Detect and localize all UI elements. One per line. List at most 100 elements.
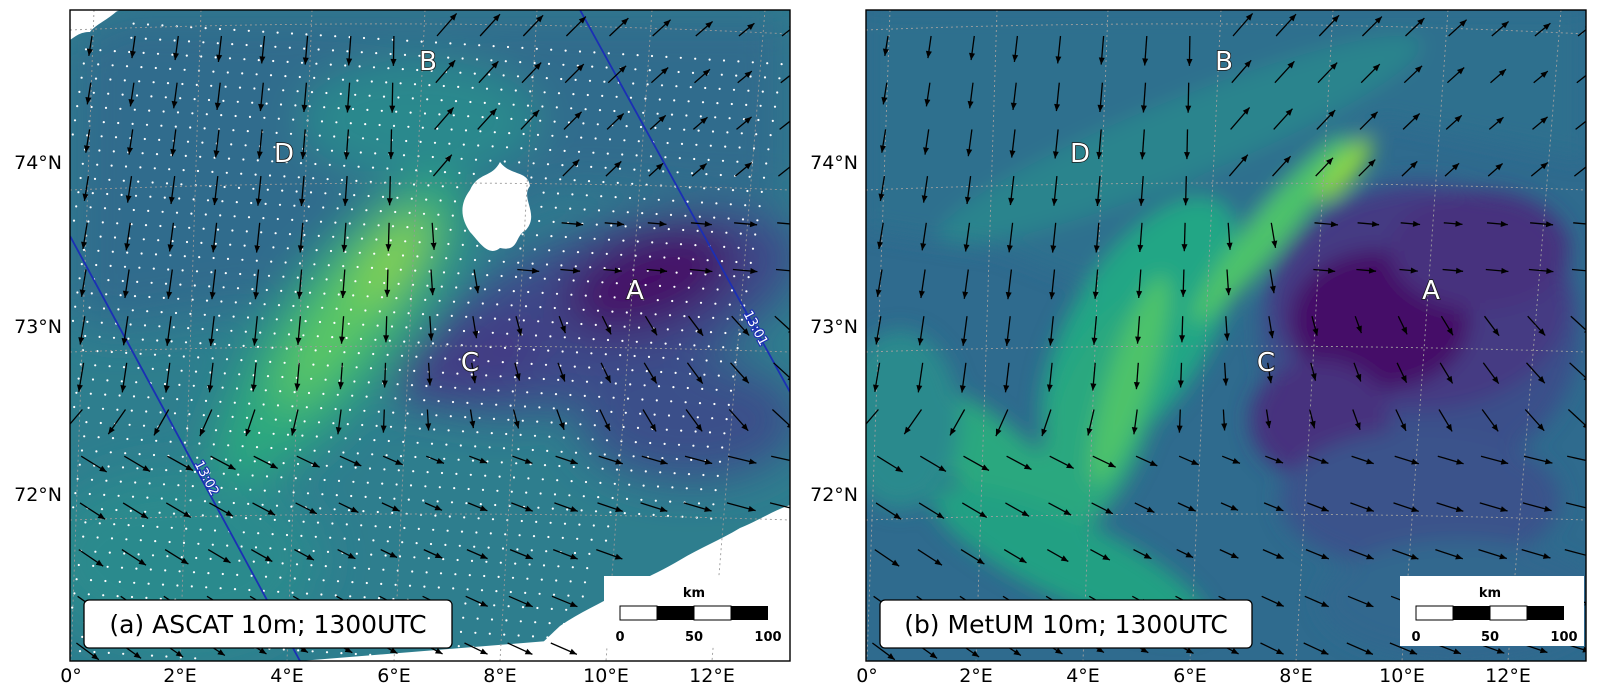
obs-point	[630, 283, 633, 286]
obs-point	[464, 416, 467, 419]
obs-point	[298, 549, 301, 552]
obs-point	[80, 263, 83, 266]
wind-vector-head	[1023, 463, 1032, 470]
obs-point	[399, 268, 402, 271]
obs-point	[695, 143, 698, 146]
obs-point	[652, 513, 655, 517]
obs-point	[369, 653, 372, 657]
wind-vector-head	[1537, 376, 1545, 384]
wind-vector-head	[295, 337, 302, 345]
obs-point	[622, 425, 625, 429]
obs-point	[486, 460, 489, 463]
obs-point	[406, 39, 409, 42]
obs-point	[453, 487, 456, 490]
obs-point	[116, 408, 119, 411]
obs-point	[697, 129, 700, 132]
obs-point	[444, 543, 447, 547]
wind-vector	[866, 409, 879, 426]
obs-point	[678, 343, 682, 346]
wind-vector-head	[390, 58, 397, 66]
wind-vector-head	[347, 552, 356, 559]
obs-point	[282, 89, 285, 92]
wind-vector-head	[696, 328, 704, 336]
wind-vector-head	[1321, 601, 1329, 607]
obs-point	[665, 55, 668, 59]
obs-point	[422, 499, 425, 502]
obs-point	[140, 438, 143, 441]
obs-point	[111, 64, 114, 67]
obs-point	[218, 314, 221, 317]
obs-point	[264, 575, 268, 578]
obs-point	[605, 439, 609, 442]
obs-point	[211, 543, 214, 546]
obs-point	[581, 409, 584, 412]
obs-point	[127, 524, 130, 527]
obs-point	[481, 116, 484, 119]
wind-vector-head	[859, 425, 866, 432]
wind-vector-head	[995, 428, 1002, 437]
wind-vector-head	[1412, 220, 1421, 227]
obs-point	[209, 371, 212, 374]
obs-point	[220, 300, 223, 303]
wind-vector-head	[917, 338, 924, 346]
wind-vector-head	[1003, 385, 1010, 393]
obs-point	[461, 430, 465, 433]
obs-point	[285, 533, 289, 537]
obs-point	[554, 393, 558, 396]
obs-point	[574, 78, 577, 81]
obs-point	[166, 368, 169, 371]
obs-point	[250, 201, 253, 205]
obs-point	[268, 461, 271, 464]
obs-point	[221, 386, 224, 389]
obs-point	[310, 377, 313, 380]
wind-vector-head	[1244, 60, 1252, 68]
obs-point	[578, 337, 581, 340]
obs-point	[137, 366, 140, 370]
obs-point	[739, 232, 742, 235]
wind-vector-head	[1006, 245, 1013, 253]
obs-point	[234, 301, 237, 304]
obs-point	[526, 104, 530, 107]
obs-point	[577, 437, 580, 440]
wind-vector-head	[1140, 105, 1147, 113]
obs-point	[205, 299, 209, 302]
wind-vector-head	[213, 150, 220, 158]
obs-point	[387, 253, 390, 256]
obs-point	[397, 655, 401, 658]
obs-point	[758, 205, 761, 208]
obs-point	[394, 583, 397, 586]
wind-vector-head	[979, 511, 987, 518]
obs-point	[174, 125, 177, 128]
wind-vector-head	[1004, 338, 1011, 346]
obs-point	[430, 256, 433, 259]
obs-point	[504, 246, 508, 249]
obs-point	[713, 402, 716, 406]
wind-vector-head	[199, 428, 206, 437]
lon-label-8e: 8°E	[483, 665, 517, 687]
wind-vector-head	[1588, 506, 1596, 512]
wind-vector-head	[1540, 162, 1548, 170]
obs-point	[316, 335, 319, 338]
obs-point	[292, 491, 295, 494]
obs-point	[193, 98, 196, 101]
obs-point	[369, 367, 373, 370]
obs-point	[542, 377, 545, 381]
obs-point	[262, 403, 265, 406]
obs-point	[531, 262, 534, 265]
obs-point	[382, 568, 385, 571]
wind-vector-head	[489, 108, 497, 116]
obs-point	[276, 404, 280, 407]
obs-point	[303, 47, 306, 50]
wind-vector-head	[473, 285, 480, 294]
obs-point	[270, 260, 273, 263]
obs-point	[714, 116, 717, 119]
wind-vector-head	[1586, 553, 1594, 559]
wind-vector-head	[1491, 424, 1499, 432]
obs-point	[320, 407, 323, 410]
obs-point	[351, 394, 354, 397]
obs-point	[146, 496, 149, 499]
wind-vector-head	[108, 426, 115, 435]
obs-point	[197, 356, 200, 359]
obs-point	[178, 570, 181, 573]
wind-vector-head	[395, 459, 403, 465]
